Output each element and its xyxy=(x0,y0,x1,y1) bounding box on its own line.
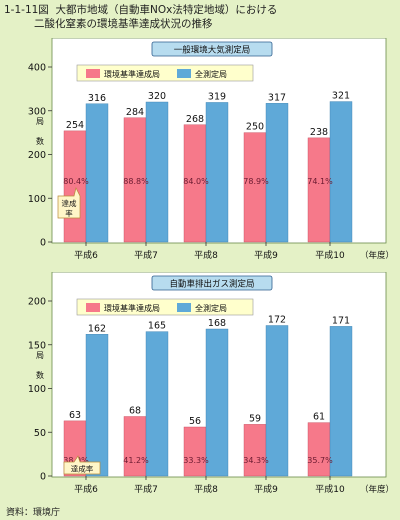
bar-total xyxy=(85,103,109,243)
legend-swatch-achieved xyxy=(86,303,100,312)
x-tick-label: 平成10 xyxy=(315,249,345,261)
bar-total xyxy=(205,328,229,477)
legend-label-total: 全測定局 xyxy=(195,303,227,313)
y-tick-label: 200 xyxy=(28,150,46,161)
rate-label: 33.3% xyxy=(183,456,209,465)
y-axis-label-char: 数 xyxy=(36,136,44,146)
data-label-total: 165 xyxy=(148,321,166,332)
figure-number: 1-1-11図 xyxy=(4,4,49,16)
x-tick-label: 平成9 xyxy=(254,483,278,495)
figure-title-line1: 大都市地域（自動車NOx法特定地域）における xyxy=(55,4,278,16)
rate-label: 41.2% xyxy=(123,456,149,465)
y-tick-label: 100 xyxy=(28,384,46,395)
bar-achieved xyxy=(123,416,147,477)
bar-achieved xyxy=(243,424,267,477)
bar-achieved xyxy=(307,422,331,477)
rate-callout-box xyxy=(63,455,101,475)
rate-label: 74.1% xyxy=(307,177,333,186)
data-label-achieved: 268 xyxy=(186,114,204,125)
x-tick-label: 平成6 xyxy=(74,483,98,495)
panel-header-title: 一般環境大気測定局 xyxy=(174,45,251,56)
chart-roadside-stations: 自動車排出ガス測定局 0 50 100 150 200 局数 環境基準達成局 全測定局 63 162… xyxy=(28,272,394,495)
legend-box xyxy=(76,298,254,316)
y-axis-label-char: 局 xyxy=(36,351,44,360)
x-tick-label: 平成7 xyxy=(134,249,158,261)
rate-callout-box xyxy=(57,186,81,219)
bar-achieved xyxy=(243,132,267,243)
legend-label-achieved: 環境基準達成局 xyxy=(104,69,160,79)
x-axis-unit: （年度） xyxy=(360,250,394,261)
x-tick-label: 平成7 xyxy=(134,483,158,495)
y-tick-label: 200 xyxy=(28,297,46,308)
rate-label: 84.0% xyxy=(183,177,209,186)
source-note: 資料：環境庁 xyxy=(6,508,61,518)
bar-total xyxy=(329,101,353,243)
bar-achieved xyxy=(183,426,207,477)
data-label-achieved: 63 xyxy=(69,410,81,421)
legend-label-total: 全測定局 xyxy=(195,69,227,79)
y-tick-label: 0 xyxy=(40,238,46,249)
data-label-total: 319 xyxy=(208,91,226,102)
y-tick-label: 50 xyxy=(34,428,46,439)
bar-total xyxy=(85,334,109,477)
data-label-total: 162 xyxy=(88,323,106,334)
x-tick-label: 平成8 xyxy=(194,249,218,261)
data-label-total: 171 xyxy=(332,315,350,326)
bar-total xyxy=(145,331,169,477)
rate-label: 88.8% xyxy=(123,177,149,186)
y-axis-label-char: 数 xyxy=(36,370,44,380)
bar-total xyxy=(265,325,289,477)
panel-header-title: 自動車排出ガス測定局 xyxy=(169,279,254,290)
y-tick-label: 300 xyxy=(28,106,46,117)
bar-achieved xyxy=(307,137,331,243)
bar-total xyxy=(329,326,353,477)
rate-label: 78.9% xyxy=(243,177,269,186)
bar-total xyxy=(145,101,169,243)
y-tick-label: 100 xyxy=(28,194,46,205)
rate-callout-text-1: 達成 xyxy=(62,198,77,208)
bar-achieved xyxy=(63,130,87,243)
data-label-achieved: 284 xyxy=(126,107,144,118)
y-tick-label: 150 xyxy=(28,340,46,351)
y-tick-label: 0 xyxy=(40,472,46,483)
figure-title-line2: 二酸化窒素の環境基準達成状況の推移 xyxy=(34,18,213,30)
bar-total xyxy=(265,103,289,243)
rate-label: 34.3% xyxy=(243,456,269,465)
legend-box xyxy=(76,64,254,82)
data-label-total: 168 xyxy=(208,318,226,329)
legend-swatch-achieved xyxy=(86,69,100,78)
data-label-achieved: 56 xyxy=(189,416,201,427)
bar-total xyxy=(205,102,229,243)
rate-callout-text-2: 率 xyxy=(65,208,73,218)
x-tick-label: 平成6 xyxy=(74,249,98,261)
y-axis-label-char: 局 xyxy=(36,117,44,126)
data-label-total: 317 xyxy=(268,92,286,103)
data-label-achieved: 250 xyxy=(246,122,264,133)
data-label-achieved: 254 xyxy=(66,120,84,131)
rate-callout-text: 達成率 xyxy=(71,464,94,474)
legend-swatch-total xyxy=(177,69,191,78)
panel-header-box xyxy=(151,275,273,291)
data-label-total: 172 xyxy=(268,315,286,326)
x-axis-unit: （年度） xyxy=(360,484,394,495)
data-label-total: 316 xyxy=(88,93,106,104)
chart-general-stations: 一般環境大気測定局 0 100 200 300 400 局数 環境基準達成局 全測定局 254 31… xyxy=(28,38,394,261)
x-tick-label: 平成8 xyxy=(194,483,218,495)
x-tick-label: 平成9 xyxy=(254,249,278,261)
x-tick-label: 平成10 xyxy=(315,483,345,495)
data-label-achieved: 68 xyxy=(129,406,141,417)
panel-header-box xyxy=(151,41,273,57)
rate-label: 35.7% xyxy=(307,456,333,465)
rate-label: 80.4% xyxy=(63,177,89,186)
data-label-achieved: 238 xyxy=(310,127,328,138)
data-label-total: 320 xyxy=(148,91,166,102)
figure-title: 1-1-11図 大都市地域（自動車NOx法特定地域）における 二酸化窒素の環境基… xyxy=(4,3,277,31)
data-label-achieved: 61 xyxy=(313,412,325,423)
data-label-achieved: 59 xyxy=(249,413,261,424)
data-label-total: 321 xyxy=(332,91,350,102)
y-tick-label: 400 xyxy=(28,63,46,74)
legend-label-achieved: 環境基準達成局 xyxy=(104,303,160,313)
legend-swatch-total xyxy=(177,303,191,312)
